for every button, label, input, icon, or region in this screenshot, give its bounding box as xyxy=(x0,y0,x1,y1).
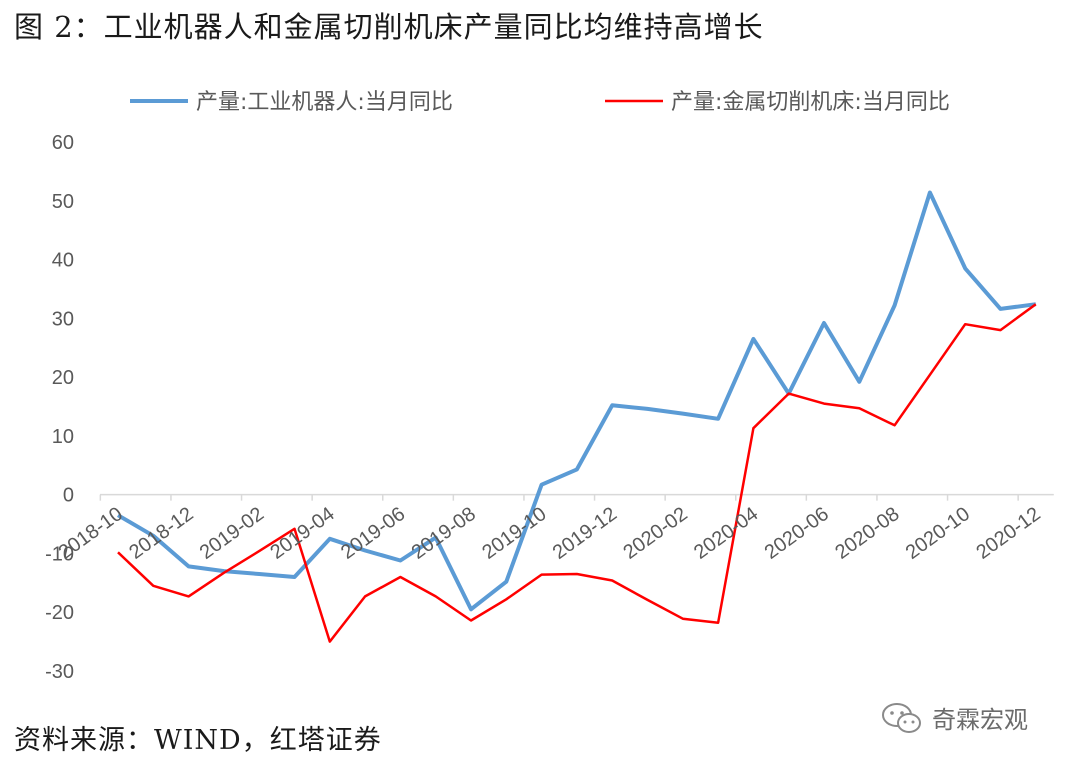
x-tick-label: 2020-08 xyxy=(831,503,903,564)
x-tick-label: 2020-06 xyxy=(761,503,833,564)
y-tick-label: -30 xyxy=(45,661,74,683)
y-tick-label: -20 xyxy=(45,602,74,624)
x-tick-label: 2018-12 xyxy=(125,503,197,564)
y-tick-label: 20 xyxy=(52,367,74,389)
y-tick-label: -10 xyxy=(45,543,74,565)
x-tick-label: 2018-10 xyxy=(55,503,127,564)
y-axis-ticks: 60 50 40 30 20 10 0 -10 -20 -30 xyxy=(45,132,74,683)
series-line-industrial-robot xyxy=(116,190,1037,612)
x-tick-label: 2020-12 xyxy=(972,503,1044,564)
y-tick-label: 40 xyxy=(52,250,74,272)
y-tick-label: 0 xyxy=(63,485,74,507)
line-chart: 产量:工业机器人:当月同比 产量:金属切削机床:当月同比 60 50 40 30 20 10… xyxy=(45,90,1054,683)
series-lines xyxy=(116,190,1037,643)
legend-label: 产量:工业机器人:当月同比 xyxy=(196,90,453,115)
x-tick-label: 2020-04 xyxy=(690,503,762,564)
figure-title: 图 2：工业机器人和金属切削机床产量同比均维持高增长 xyxy=(14,10,764,44)
series-line-metal-cutting-machine xyxy=(117,303,1037,643)
x-axis-ticks: 2018-102018-122019-022019-042019-062019-… xyxy=(55,494,1045,564)
watermark-text: 奇霖宏观 xyxy=(932,706,1028,734)
x-tick-label: 2019-02 xyxy=(196,503,268,564)
source-note: 资料来源：WIND，红塔证券 xyxy=(14,725,382,756)
chart-legend: 产量:工业机器人:当月同比 产量:金属切削机床:当月同比 xyxy=(130,90,950,115)
wechat-icon xyxy=(882,702,921,733)
legend-label: 产量:金属切削机床:当月同比 xyxy=(671,90,950,115)
watermark: 奇霖宏观 xyxy=(880,700,1028,735)
y-tick-label: 60 xyxy=(52,132,74,154)
y-tick-label: 50 xyxy=(52,191,74,213)
x-tick-label: 2020-02 xyxy=(619,503,691,564)
x-tick-label: 2020-10 xyxy=(902,503,974,564)
x-tick-label: 2019-12 xyxy=(549,503,621,564)
y-tick-label: 10 xyxy=(52,426,74,448)
y-tick-label: 30 xyxy=(52,308,74,330)
